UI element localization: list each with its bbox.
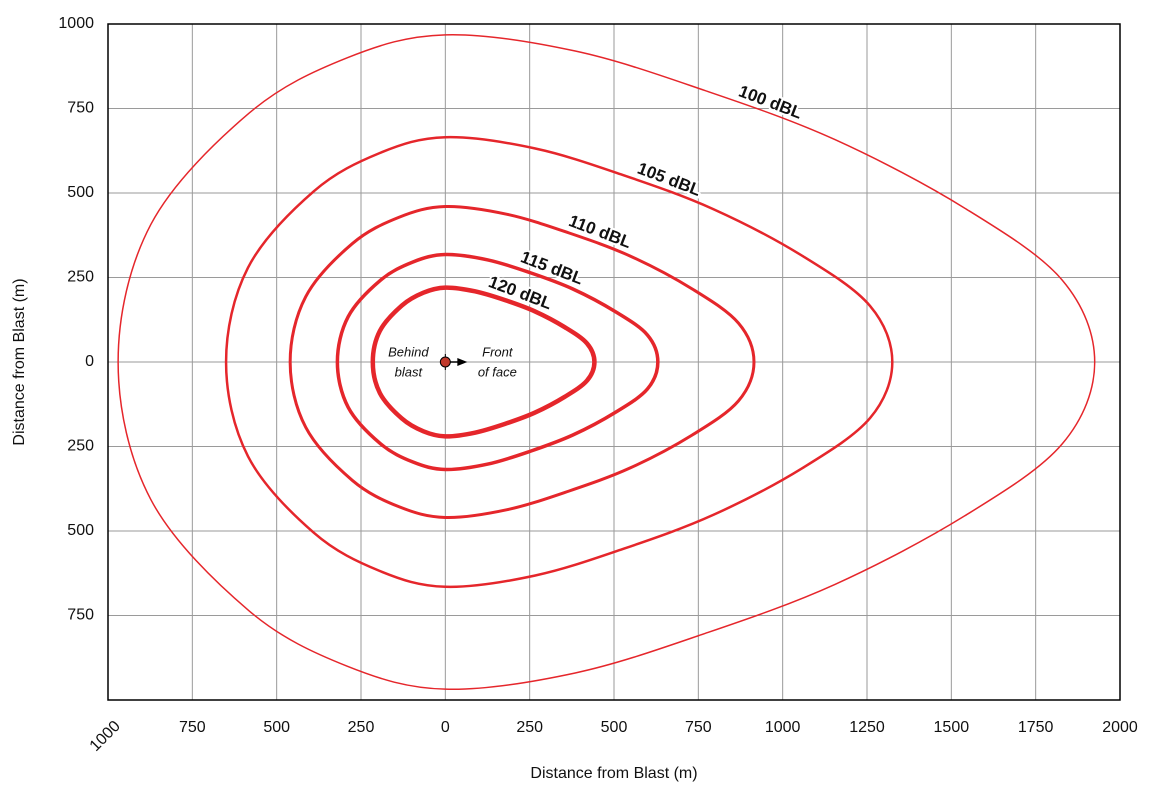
x-tick-label: 500	[263, 719, 290, 736]
x-tick-label: 250	[348, 719, 375, 736]
contour-label: 110 dBL	[566, 211, 634, 252]
y-tick-label: 250	[67, 438, 94, 455]
y-tick-label: 250	[67, 269, 94, 286]
y-tick-label: 500	[67, 522, 94, 539]
annotation: Front	[482, 344, 514, 359]
x-tick-label: 250	[516, 719, 543, 736]
contour-line	[370, 285, 597, 439]
x-tick-label: 1000	[765, 719, 801, 736]
annotation: blast	[395, 364, 424, 379]
x-tick-label: 500	[601, 719, 628, 736]
y-tick-label: 500	[67, 184, 94, 201]
contour-line	[288, 205, 756, 519]
contour-label: 105 dBL	[635, 159, 704, 200]
y-tick-label: 750	[67, 100, 94, 117]
x-tick-label: 750	[685, 719, 712, 736]
y-tick-label: 1000	[58, 15, 94, 32]
annotation: of face	[478, 364, 517, 379]
y-axis-label: Distance from Blast (m)	[11, 278, 28, 445]
x-axis-label: Distance from Blast (m)	[530, 765, 697, 782]
blast-arrowhead	[457, 358, 468, 366]
contour-line	[117, 33, 1096, 691]
contour-label: 100 dBL	[736, 82, 805, 123]
blast-point	[439, 356, 451, 368]
y-tick-label: 750	[67, 607, 94, 624]
plot-border	[107, 23, 1121, 701]
contour-line	[224, 135, 894, 589]
y-tick-label: 0	[85, 353, 94, 370]
x-tick-label: 2000	[1102, 719, 1138, 736]
x-tick-label: 750	[179, 719, 206, 736]
annotation: Behind	[388, 344, 429, 359]
x-tick-label: 0	[441, 719, 450, 736]
contour-line	[335, 252, 660, 472]
x-tick-label: 1750	[1018, 719, 1054, 736]
x-tick-label: 1500	[934, 719, 970, 736]
x-tick-label: 1250	[849, 719, 885, 736]
x-tick-label: 1000	[87, 718, 124, 755]
